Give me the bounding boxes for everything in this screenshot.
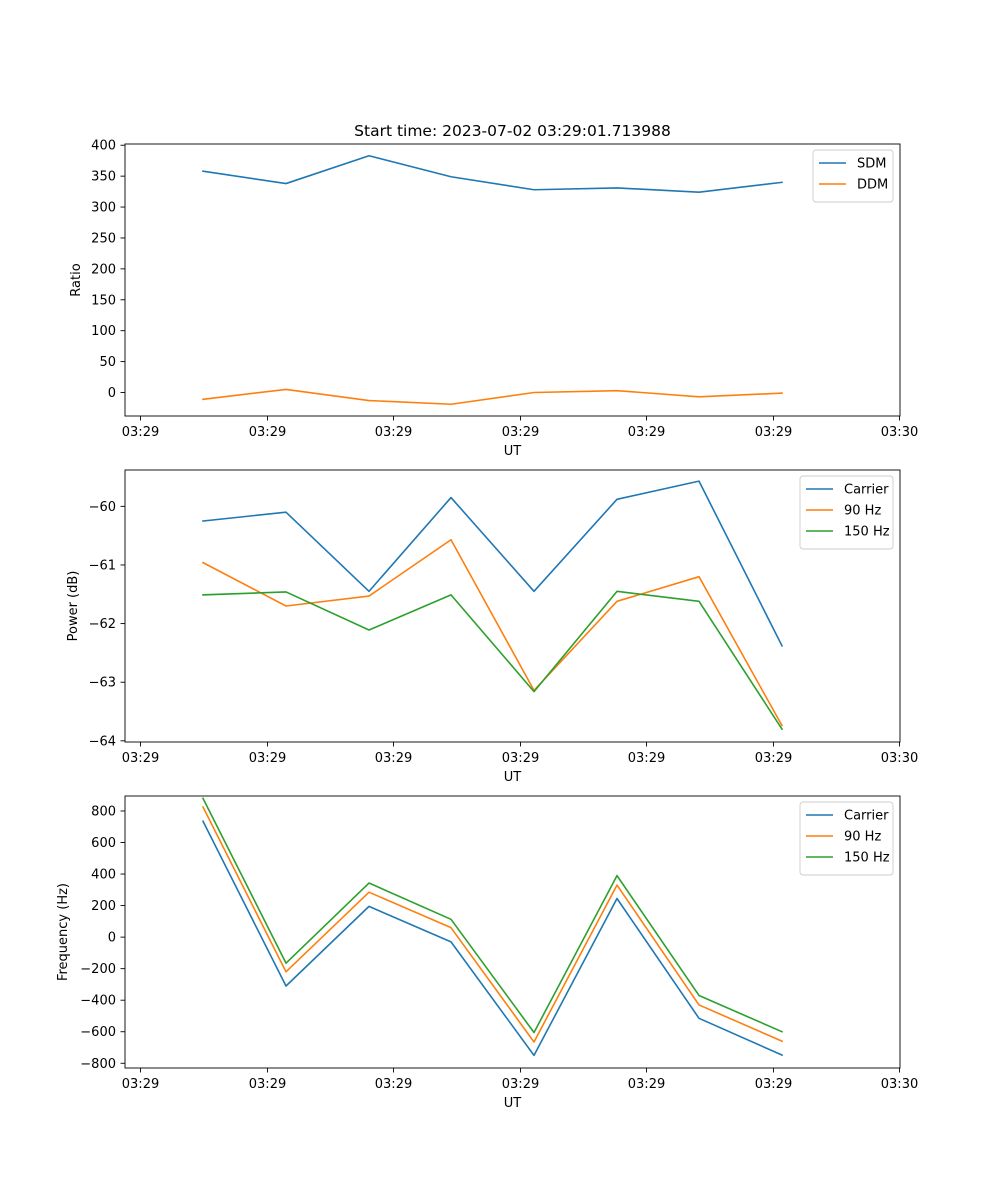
y-axis-label: Ratio xyxy=(69,263,84,296)
y-tick-label: −60 xyxy=(89,500,116,515)
series-line-150-hz xyxy=(202,590,784,731)
x-tick-label: 03:29 xyxy=(375,1077,412,1092)
y-axis-label: Frequency (Hz) xyxy=(56,883,71,981)
x-tick-label: 03:29 xyxy=(755,1077,792,1092)
x-tick-label: 03:29 xyxy=(755,425,792,440)
y-tick-label: 0 xyxy=(108,386,116,401)
legend-label: 90 Hz xyxy=(844,830,881,845)
y-tick-label: 400 xyxy=(91,868,116,883)
x-tick-label: 03:29 xyxy=(502,425,539,440)
y-tick-label: 200 xyxy=(91,262,116,277)
y-tick-label: −800 xyxy=(80,1057,116,1072)
y-tick-label: 250 xyxy=(91,231,116,246)
y-tick-label: 50 xyxy=(99,355,116,370)
series-line-carrier xyxy=(202,480,784,647)
chart-panel-1: 03:29 03:29 03:29 03:29 03:29 03:29 03:30 UT 0 50… xyxy=(69,139,918,459)
x-tick-label: 03:30 xyxy=(881,751,918,766)
x-tick-label: 03:29 xyxy=(249,1077,286,1092)
series-line-ddm xyxy=(202,388,783,406)
x-tick-label: 03:29 xyxy=(628,751,665,766)
legend: SDM DDM xyxy=(812,149,894,203)
series-line-150-hz xyxy=(201,797,784,1034)
y-tick-label: −63 xyxy=(89,676,116,691)
y-tick-label: −200 xyxy=(80,962,116,977)
y-tick-label: 0 xyxy=(108,931,116,946)
legend-label: SDM xyxy=(857,157,886,172)
x-tick-label: 03:29 xyxy=(628,425,665,440)
plot-frame xyxy=(124,143,901,417)
legend-label: Carrier xyxy=(844,809,889,824)
y-tick-label: −64 xyxy=(89,734,116,749)
legend-label: 150 Hz xyxy=(844,851,890,866)
x-tick-label: 03:29 xyxy=(375,425,412,440)
x-tick-label: 03:29 xyxy=(122,751,159,766)
legend-label: 90 Hz xyxy=(844,504,881,519)
legend-label: 150 Hz xyxy=(844,525,890,540)
x-axis-label: UT xyxy=(504,1096,522,1111)
legend-label: DDM xyxy=(857,178,888,193)
x-tick-label: 03:29 xyxy=(375,751,412,766)
series-line-90-hz xyxy=(201,538,784,727)
x-tick-label: 03:29 xyxy=(249,425,286,440)
legend: Carrier 90 Hz 150 Hz xyxy=(799,475,894,550)
y-tick-label: 350 xyxy=(91,170,116,185)
x-axis-label: UT xyxy=(504,444,522,459)
y-tick-label: 100 xyxy=(91,324,116,339)
x-tick-label: 03:29 xyxy=(502,1077,539,1092)
x-tick-label: 03:29 xyxy=(122,425,159,440)
y-tick-label: −600 xyxy=(80,1025,116,1040)
x-tick-label: 03:30 xyxy=(881,1077,918,1092)
x-tick-label: 03:29 xyxy=(502,751,539,766)
x-axis-label: UT xyxy=(504,770,522,785)
y-tick-label: 600 xyxy=(91,836,116,851)
y-axis-label: Power (dB) xyxy=(66,571,81,642)
x-tick-label: 03:29 xyxy=(249,751,286,766)
series-line-90-hz xyxy=(201,805,784,1043)
chart-panel-3: 03:29 03:29 03:29 03:29 03:29 03:29 03:30 UT −80… xyxy=(56,795,918,1111)
y-tick-label: 800 xyxy=(91,804,116,819)
figure-title: Start time: 2023-07-02 03:29:01.713988 xyxy=(354,122,671,140)
plot-frame xyxy=(124,469,901,743)
y-tick-label: 200 xyxy=(91,899,116,914)
x-tick-label: 03:29 xyxy=(755,751,792,766)
y-tick-label: 300 xyxy=(91,201,116,216)
y-tick-label: −400 xyxy=(80,994,116,1009)
chart-panel-2: 03:29 03:29 03:29 03:29 03:29 03:29 03:30 UT −64… xyxy=(66,469,918,785)
legend-label: Carrier xyxy=(844,483,889,498)
x-tick-label: 03:29 xyxy=(122,1077,159,1092)
x-tick-label: 03:29 xyxy=(628,1077,665,1092)
y-tick-label: −61 xyxy=(89,558,116,573)
series-line-carrier xyxy=(201,820,784,1057)
series-line-sdm xyxy=(202,154,783,194)
y-tick-label: −62 xyxy=(89,617,116,632)
x-tick-label: 03:30 xyxy=(881,425,918,440)
plot-frame xyxy=(124,795,901,1069)
legend: Carrier 90 Hz 150 Hz xyxy=(799,801,894,876)
y-tick-label: 150 xyxy=(91,293,116,308)
y-tick-label: 400 xyxy=(91,139,116,154)
